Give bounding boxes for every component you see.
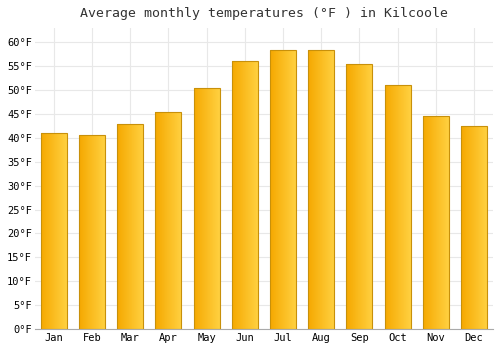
Bar — [384, 85, 410, 329]
Bar — [194, 88, 220, 329]
Title: Average monthly temperatures (°F ) in Kilcoole: Average monthly temperatures (°F ) in Ki… — [80, 7, 448, 20]
Bar — [232, 62, 258, 329]
Bar — [346, 64, 372, 329]
Bar — [423, 117, 449, 329]
Bar — [117, 124, 143, 329]
Bar — [308, 50, 334, 329]
Bar — [41, 133, 67, 329]
Bar — [270, 50, 296, 329]
Bar — [156, 112, 182, 329]
Bar — [461, 126, 487, 329]
Bar — [79, 135, 105, 329]
